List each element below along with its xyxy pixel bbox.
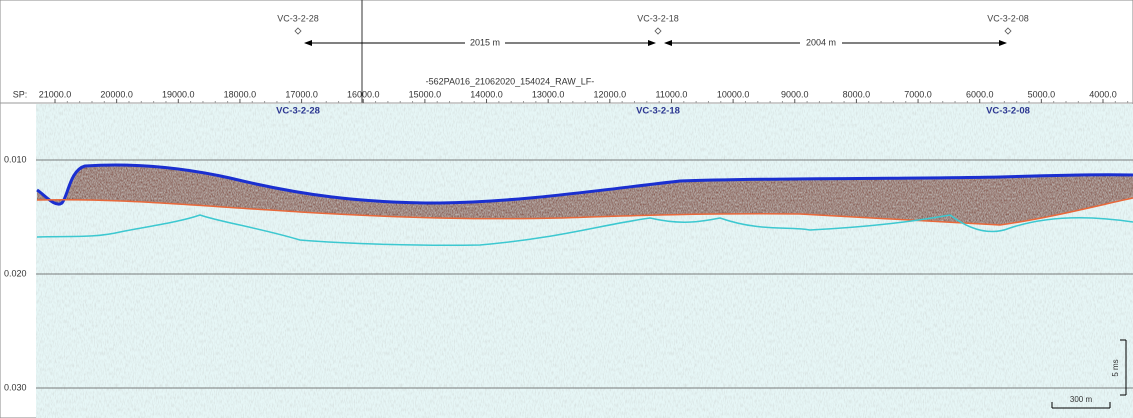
- time-label: 0.030: [4, 382, 27, 392]
- sp-label: 6000.0: [966, 89, 994, 99]
- sp-label: 7000.0: [904, 89, 932, 99]
- sp-label: 11000.0: [656, 89, 688, 99]
- panel-core-label: VC-3-2-08: [986, 106, 1030, 117]
- seismic-viewer: 2015 m 2004 m -562PA016_21062020_154024_…: [0, 0, 1133, 418]
- scale-bar-label: 300 m: [1070, 395, 1093, 404]
- sp-prefix: SP:: [13, 89, 28, 99]
- sp-label: 8000.0: [843, 89, 871, 99]
- section-noise: [36, 104, 1133, 418]
- sp-label: 9000.0: [781, 89, 809, 99]
- sp-label: 4000.0: [1089, 89, 1117, 99]
- core-label: VC-3-2-28: [277, 13, 319, 23]
- sp-label: 10000.0: [717, 89, 750, 99]
- sp-label: 12000.0: [594, 89, 627, 99]
- scale-bar-label: 5 ms: [1111, 359, 1120, 376]
- sp-label: 17000.0: [285, 89, 318, 99]
- sp-label: 13000.0: [532, 89, 565, 99]
- panel-core-label: VC-3-2-18: [636, 106, 680, 117]
- time-label: 0.010: [4, 154, 27, 164]
- sp-label: 15000.0: [409, 89, 442, 99]
- sp-label: 18000.0: [224, 89, 257, 99]
- sp-label: 5000.0: [1028, 89, 1056, 99]
- core-label: VC-3-2-08: [987, 13, 1029, 23]
- sp-label: 19000.0: [162, 89, 195, 99]
- profile-title: -562PA016_21062020_154024_RAW_LF-: [426, 76, 595, 86]
- sp-label: 14000.0: [470, 89, 503, 99]
- sp-label: 21000.0: [39, 89, 72, 99]
- core-label: VC-3-2-18: [637, 13, 679, 23]
- distance-label: 2004 m: [806, 37, 836, 47]
- sp-label: 16000.0: [347, 89, 380, 99]
- sp-label: 20000.0: [100, 89, 133, 99]
- panel-core-label: VC-3-2-28: [276, 106, 320, 117]
- distance-label: 2015 m: [470, 37, 500, 47]
- time-label: 0.020: [4, 268, 27, 278]
